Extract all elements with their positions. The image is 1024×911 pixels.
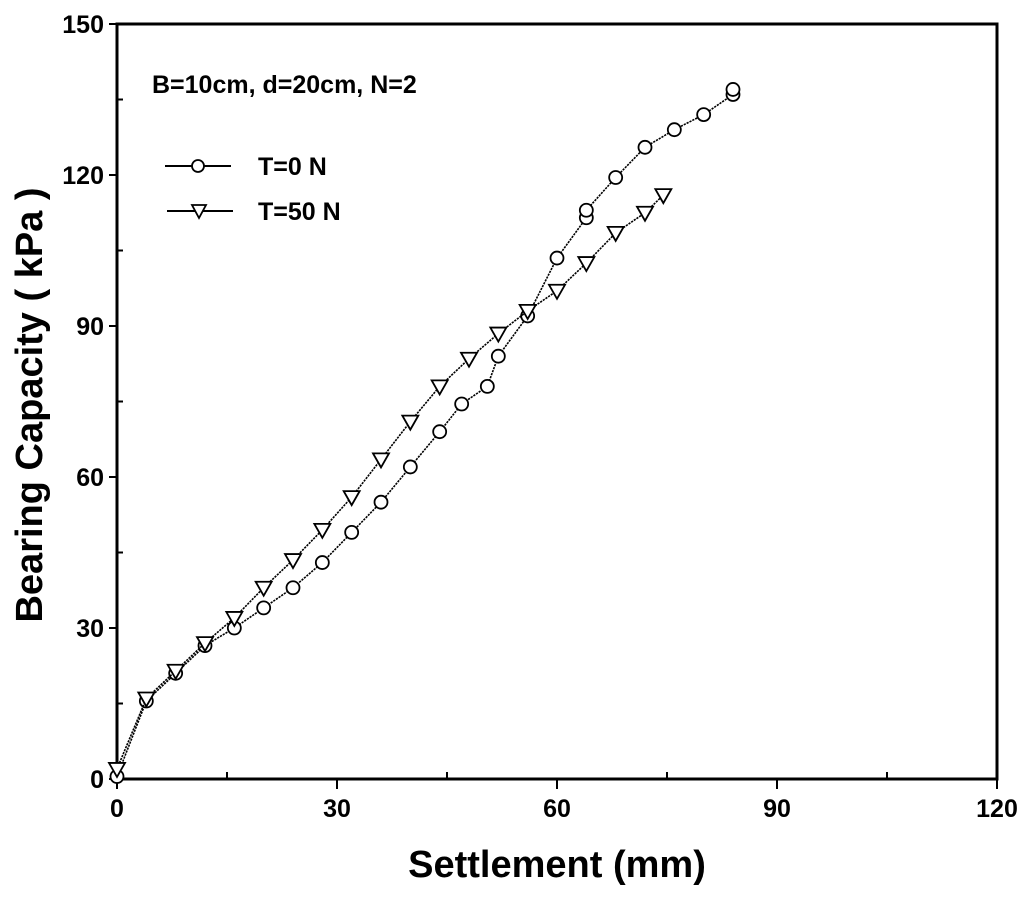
triangle-marker-icon: [547, 283, 567, 301]
circle-marker-icon: [666, 122, 682, 138]
circle-marker-icon: [637, 139, 653, 155]
triangle-marker-icon: [195, 636, 215, 653]
x-tick-labels: 0 30 60 90 120: [110, 795, 1018, 823]
triangle-marker-icon: [107, 762, 127, 779]
triangle-marker-icon: [342, 490, 362, 507]
triangle-marker-icon: [224, 611, 244, 628]
triangle-marker-icon: [400, 414, 420, 432]
triangle-marker-icon: [459, 351, 479, 369]
circle-marker-icon: [696, 107, 712, 122]
x-tick-label: 90: [763, 795, 791, 823]
axis-ticks: [109, 23, 998, 789]
circle-marker-icon: [314, 555, 330, 570]
circle-marker-icon: [578, 202, 594, 218]
plot-frame: [115, 22, 999, 781]
triangle-marker-icon: [653, 188, 673, 205]
circle-marker-icon: [479, 378, 495, 394]
legend: T=0 N T=50 N: [165, 153, 341, 226]
circle-marker-icon: [549, 250, 565, 266]
circle-marker-icon: [454, 396, 470, 412]
legend-triangle-marker-icon: [190, 204, 208, 220]
series-t-50-n: [107, 188, 673, 779]
triangle-marker-icon: [312, 522, 332, 540]
triangle-marker-icon: [283, 553, 303, 570]
y-tick-label: 60: [76, 464, 104, 492]
circle-marker-icon: [256, 600, 272, 616]
triangle-marker-icon: [166, 663, 186, 681]
circle-marker-icon: [725, 82, 741, 97]
circle-marker-icon: [373, 494, 389, 510]
series-t-0-n: [109, 82, 741, 784]
triangle-marker-icon: [136, 691, 156, 709]
triangle-marker-icon: [635, 205, 655, 223]
x-tick-label: 120: [976, 795, 1018, 823]
y-tick-label: 0: [90, 766, 104, 794]
triangle-marker-icon: [576, 256, 596, 273]
triangle-marker-icon: [518, 304, 538, 321]
y-tick-labels: 0 30 60 90 120 150: [62, 11, 104, 794]
legend-label-t50: T=50 N: [258, 198, 341, 226]
triangle-marker-icon: [371, 452, 391, 470]
annotation-label: B=10cm, d=20cm, N=2: [152, 71, 417, 99]
triangle-marker-icon: [488, 326, 508, 344]
data-series: [107, 82, 741, 784]
legend-circle-marker-icon: [191, 159, 205, 173]
triangle-marker-icon: [430, 379, 450, 397]
circle-marker-icon: [402, 459, 418, 475]
y-axis-title: Bearing Capacity ( kPa ): [9, 187, 51, 622]
circle-marker-icon: [344, 524, 360, 540]
x-tick-label: 30: [323, 795, 351, 823]
y-tick-label: 90: [76, 313, 104, 341]
triangle-marker-icon: [606, 225, 626, 243]
circle-marker-icon: [490, 348, 506, 364]
y-tick-label: 120: [62, 162, 104, 190]
x-tick-label: 0: [110, 795, 124, 823]
y-tick-label: 30: [76, 615, 104, 643]
circle-marker-icon: [285, 580, 301, 596]
x-axis-title: Settlement (mm): [408, 844, 706, 886]
x-tick-label: 60: [543, 795, 571, 823]
triangle-marker-icon: [254, 580, 274, 598]
circle-marker-icon: [608, 170, 624, 185]
y-tick-label: 150: [62, 11, 104, 39]
circle-marker-icon: [432, 424, 448, 440]
legend-label-t0: T=0 N: [258, 153, 327, 181]
